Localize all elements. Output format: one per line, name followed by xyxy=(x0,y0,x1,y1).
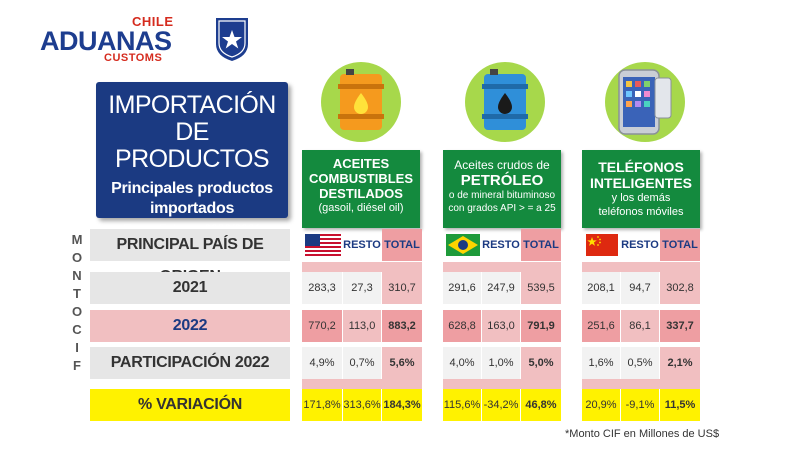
value-variation-resto: 313,6% xyxy=(343,389,381,421)
subtitle-line-1: Principales productos xyxy=(111,180,273,197)
row-divider xyxy=(302,262,422,272)
row-label-share: PARTICIPACIÓN 2022 xyxy=(90,347,290,379)
value-2021-origin: 283,3 xyxy=(302,272,342,304)
value-share-origin: 4,9% xyxy=(302,347,342,379)
brazil-flag-icon xyxy=(446,234,480,256)
header-line: teléfonos móviles xyxy=(598,206,684,218)
header-line: ACEITES xyxy=(332,156,390,171)
value-2021-total: 539,5 xyxy=(521,272,561,304)
value-share-total: 5,6% xyxy=(382,347,422,379)
resto-header: RESTO xyxy=(621,239,659,251)
value-2022-origin: 251,6 xyxy=(582,310,620,342)
column-header-petroleo: Aceites crudos de PETRÓLEO o de mineral … xyxy=(443,150,561,228)
value-share-resto: 1,0% xyxy=(482,347,520,379)
value-2022-total: 791,9 xyxy=(521,310,561,342)
value-2022-resto: 163,0 xyxy=(482,310,520,342)
row-divider xyxy=(582,379,700,389)
title-line-1: IMPORTACIÓN xyxy=(108,91,276,119)
side-letter: C xyxy=(72,322,82,337)
side-letter: I xyxy=(75,340,79,355)
row-divider xyxy=(443,262,561,272)
usa-flag-icon xyxy=(305,234,341,256)
row-label-origin: PRINCIPAL PAÍS DE ORIGEN xyxy=(90,229,290,285)
value-variation-total: 184,3% xyxy=(382,389,422,421)
total-header: TOTAL xyxy=(660,229,700,261)
footnote: *Monto CIF en Millones de US$ xyxy=(565,428,720,440)
row-divider xyxy=(443,379,561,389)
header-line: PETRÓLEO xyxy=(460,172,544,189)
china-flag-icon xyxy=(586,234,618,256)
total-header: TOTAL xyxy=(382,229,422,261)
value-2022-origin: 770,2 xyxy=(302,310,342,342)
value-variation-origin: 115,6% xyxy=(443,389,481,421)
value-share-resto: 0,5% xyxy=(621,347,659,379)
header-line: COMBUSTIBLES xyxy=(309,171,413,186)
crude-oil-barrel-icon xyxy=(482,69,528,130)
value-variation-total: 11,5% xyxy=(660,389,700,421)
value-2021-resto: 247,9 xyxy=(482,272,520,304)
resto-header: RESTO xyxy=(482,239,520,251)
side-letter: N xyxy=(72,268,82,283)
title-box: IMPORTACIÓN DE PRODUCTOS Principales pro… xyxy=(96,82,288,236)
header-line: DESTILADOS xyxy=(319,186,403,201)
aduanas-logo: CHILE ADUANAS CUSTOMS xyxy=(40,14,248,64)
logo-chile-text: CHILE xyxy=(132,14,174,29)
side-letter: M xyxy=(71,232,83,247)
value-2022-total: 883,2 xyxy=(382,310,422,342)
row-divider xyxy=(582,262,700,272)
value-variation-origin: 20,9% xyxy=(582,389,620,421)
side-letter: O xyxy=(71,304,83,319)
side-letter: F xyxy=(73,358,81,373)
value-variation-origin: 171,8% xyxy=(302,389,342,421)
value-2022-origin: 628,8 xyxy=(443,310,481,342)
value-2021-origin: 291,6 xyxy=(443,272,481,304)
header-line: INTELIGENTES xyxy=(590,175,692,191)
header-line: Aceites crudos de xyxy=(454,158,550,172)
oil-barrel-icon xyxy=(338,69,384,130)
value-share-total: 5,0% xyxy=(521,347,561,379)
smartphone-icon xyxy=(618,69,672,135)
header-line: (gasoil, diésel oil) xyxy=(318,202,404,214)
value-variation-total: 46,8% xyxy=(521,389,561,421)
value-2021-origin: 208,1 xyxy=(582,272,620,304)
value-share-total: 2,1% xyxy=(660,347,700,379)
side-letter: T xyxy=(73,286,81,301)
subtitle-line-2: importados xyxy=(149,200,235,217)
column-header-aceites: ACEITES COMBUSTIBLES DESTILADOS (gasoil,… xyxy=(302,150,420,228)
side-letter: O xyxy=(71,250,83,265)
value-2022-resto: 113,0 xyxy=(343,310,381,342)
header-line: o de mineral bituminoso xyxy=(448,190,556,201)
header-line: con grados API > = a 25 xyxy=(448,203,556,214)
value-variation-resto: -9,1% xyxy=(621,389,659,421)
header-line: TELÉFONOS xyxy=(598,159,684,175)
row-label-variation: % VARIACIÓN xyxy=(90,389,290,421)
header-line: y los demás xyxy=(611,192,671,204)
value-2022-resto: 86,1 xyxy=(621,310,659,342)
value-share-origin: 4,0% xyxy=(443,347,481,379)
value-2021-resto: 27,3 xyxy=(343,272,381,304)
row-divider xyxy=(302,379,422,389)
row-label-2022: 2022 xyxy=(90,310,290,342)
value-2021-resto: 94,7 xyxy=(621,272,659,304)
aduanas-shield-icon xyxy=(216,18,248,61)
resto-header: RESTO xyxy=(343,239,381,251)
total-header: TOTAL xyxy=(521,229,561,261)
row-label-2021: 2021 xyxy=(90,272,290,304)
value-2021-total: 310,7 xyxy=(382,272,422,304)
logo-customs-text: CUSTOMS xyxy=(104,52,163,64)
value-share-origin: 1,6% xyxy=(582,347,620,379)
value-variation-resto: -34,2% xyxy=(482,389,520,421)
logo-aduanas-text: ADUANAS xyxy=(40,26,172,56)
value-share-resto: 0,7% xyxy=(343,347,381,379)
value-2021-total: 302,8 xyxy=(660,272,700,304)
title-line-2: DE PRODUCTOS xyxy=(115,118,269,173)
value-2022-total: 337,7 xyxy=(660,310,700,342)
column-header-telefonos: TELÉFONOS INTELIGENTES y los demás teléf… xyxy=(582,150,700,228)
